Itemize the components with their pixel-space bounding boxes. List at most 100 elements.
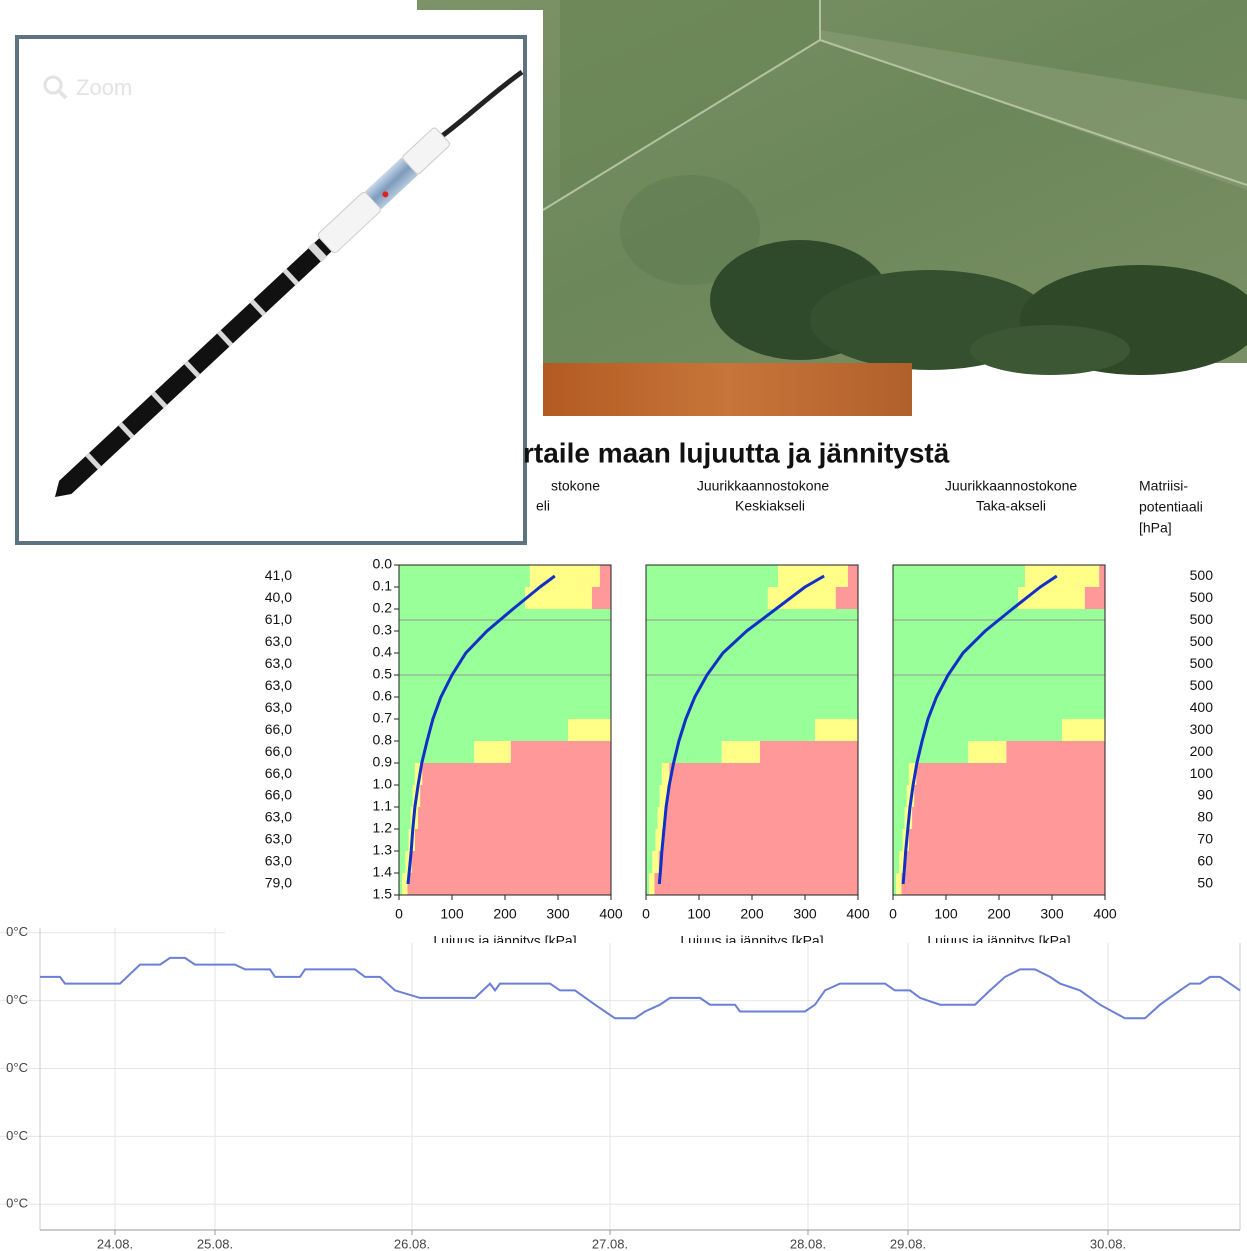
- column-header: eli: [536, 498, 550, 514]
- aerial-photo: [417, 0, 1247, 375]
- zone-segment: [399, 653, 611, 675]
- y-tick-label: 1.4: [373, 864, 393, 880]
- strength-curve: [657, 574, 825, 885]
- y-tick-label: 0°C: [6, 924, 28, 939]
- zone-segment: [402, 873, 408, 895]
- potential-value: 300: [1190, 721, 1214, 737]
- zone-segment: [968, 741, 1007, 763]
- photo-panel: Zoom: [0, 10, 543, 550]
- moisture-value: 79,0: [265, 875, 292, 891]
- zone-segment: [893, 741, 969, 763]
- y-tick-label: 0.7: [373, 710, 393, 726]
- x-tick-label: 26.08.: [394, 1236, 430, 1251]
- zone-segment: [646, 763, 662, 785]
- column-header: Keskiakseli: [735, 498, 805, 514]
- wood-texture: [543, 363, 912, 416]
- zone-segment: [399, 697, 611, 719]
- x-tick-label: 400: [846, 906, 870, 922]
- zone-segment: [399, 785, 413, 807]
- potential-value: 500: [1190, 655, 1214, 671]
- moisture-value: 40,0: [265, 589, 292, 605]
- zone-segment: [847, 565, 858, 587]
- zone-segment: [646, 587, 768, 609]
- zone-segment: [646, 785, 660, 807]
- x-tick-label: 300: [793, 906, 817, 922]
- moisture-value: 63,0: [265, 831, 292, 847]
- x-tick-label: 30.08.: [1090, 1236, 1126, 1251]
- column-header: Juurikkaannostokone: [945, 478, 1078, 494]
- x-tick-label: 200: [493, 906, 517, 922]
- zone-segment: [893, 587, 1019, 609]
- moisture-value: 66,0: [265, 765, 292, 781]
- zone-segment: [661, 763, 670, 785]
- zone-segment: [835, 587, 858, 609]
- zone-segment: [1024, 565, 1100, 587]
- zone-segment: [655, 829, 662, 851]
- column-header: Juurikkaannostokone: [697, 478, 830, 494]
- zone-segment: [777, 565, 848, 587]
- zone-segment: [646, 719, 816, 741]
- zone-segment: [893, 763, 909, 785]
- zone-segment: [399, 587, 526, 609]
- x-tick-label: 400: [599, 906, 623, 922]
- potential-value: 90: [1197, 787, 1213, 803]
- x-tick-label: 25.08.: [197, 1236, 233, 1251]
- column-header: stokone: [551, 478, 600, 494]
- potential-value: 80: [1197, 809, 1213, 825]
- zone-segment: [912, 807, 1105, 829]
- zone-segment: [908, 829, 1105, 851]
- y-tick-label: 0°C: [6, 1128, 28, 1143]
- potential-value: 70: [1197, 831, 1213, 847]
- zone-segment: [914, 785, 1105, 807]
- y-tick-label: 0.5: [373, 666, 393, 682]
- potential-value: 200: [1190, 743, 1214, 759]
- x-tick-label: 24.08.: [97, 1236, 133, 1251]
- zone-segment: [646, 653, 858, 675]
- zone-segment: [1084, 587, 1105, 609]
- moisture-value: 63,0: [265, 809, 292, 825]
- x-tick-label: 0: [642, 906, 650, 922]
- zone-segment: [1099, 565, 1105, 587]
- y-tick-label: 0.3: [373, 622, 393, 638]
- zone-segment: [1062, 719, 1105, 741]
- temperature-line: [40, 956, 1241, 1020]
- zone-segment: [646, 851, 653, 873]
- potential-value: 60: [1197, 853, 1213, 869]
- potential-value: 500: [1190, 633, 1214, 649]
- zone-segment: [399, 741, 475, 763]
- potential-value: 500: [1190, 567, 1214, 583]
- zone-segment: [474, 741, 511, 763]
- zone-segment: [661, 829, 858, 851]
- zone-segment: [721, 741, 760, 763]
- moisture-value: 63,0: [265, 633, 292, 649]
- zone-segment: [652, 851, 659, 873]
- zone-segment: [908, 763, 917, 785]
- zone-segment: [399, 565, 530, 587]
- zoom-label[interactable]: Zoom: [76, 75, 132, 100]
- zone-segment: [405, 851, 412, 873]
- y-tick-label: 1.0: [373, 776, 393, 792]
- zone-segment: [418, 807, 611, 829]
- zone-segment: [658, 851, 858, 873]
- y-tick-label: 0.8: [373, 732, 393, 748]
- zone-segment: [510, 741, 611, 763]
- zone-segment: [905, 851, 1105, 873]
- moisture-value: 61,0: [265, 611, 292, 627]
- zone-segment: [893, 829, 903, 851]
- moisture-value: 63,0: [265, 853, 292, 869]
- zone-segment: [568, 719, 611, 741]
- zone-segment: [893, 873, 897, 895]
- y-tick-label: 0.6: [373, 688, 393, 704]
- zone-segment: [407, 873, 611, 895]
- potential-value: 500: [1190, 677, 1214, 693]
- zone-segment: [422, 763, 611, 785]
- moisture-value: 63,0: [265, 677, 292, 693]
- zone-segment: [646, 829, 656, 851]
- y-tick-label: 0.2: [373, 600, 393, 616]
- zone-segment: [893, 851, 900, 873]
- profile-charts: 41,0 40,0 61,0 63,0 63,0 63,0 63,0 66,0 66,0 66,0…: [265, 556, 1213, 949]
- moisture-value: 66,0: [265, 787, 292, 803]
- zone-segment: [591, 587, 611, 609]
- zone-segment: [893, 675, 1105, 697]
- zone-segment: [759, 741, 858, 763]
